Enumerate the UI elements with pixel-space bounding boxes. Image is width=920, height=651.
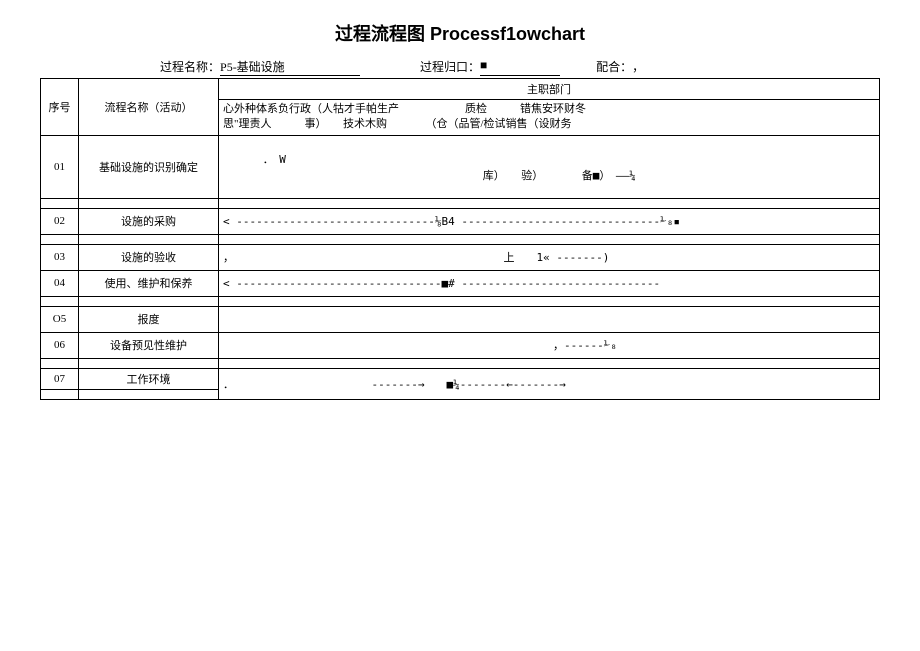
process-owner-label: 过程归口： [420, 58, 480, 76]
flow-cell: ， 上 1« -------) [219, 244, 880, 270]
flow-cell: < -------------------------------■# ----… [219, 270, 880, 296]
page-title: 过程流程图 Processf1owchart [40, 20, 880, 46]
dept-line-2: 思"理责人 事） 技术木购 （仓（品管/检试销售（设财务 [223, 117, 875, 132]
seq-cell: 03 [41, 244, 79, 270]
name-cell: 基础设施的识别确定 [79, 135, 219, 198]
name-cell: 使用、维护和保养 [79, 270, 219, 296]
header-row-1: 序号 流程名称（活动） 主职部门 [41, 79, 880, 100]
flow-cell [219, 306, 880, 332]
cooperate-value: ， [632, 58, 644, 76]
table-row: 06 设备预见性维护 ，------⅟₈ [41, 332, 880, 358]
meta-gap-1 [360, 58, 420, 76]
seq-cell: 02 [41, 208, 79, 234]
seq-cell: 06 [41, 332, 79, 358]
flow-cell: ． W 库） 验） 备■） ——¼ [219, 135, 880, 198]
meta-row: 过程名称： P5-基础设施 过程归口： ■ 配合： ， [160, 58, 880, 76]
seq-cell: 01 [41, 135, 79, 198]
flow-cell: < ------------------------------⅛B4 ----… [219, 208, 880, 234]
spacer-row [41, 296, 880, 306]
process-name-value: P5-基础设施 [220, 58, 360, 76]
process-table: 序号 流程名称（活动） 主职部门 心外种体系负行政（人牯才手帕生产 质检 错焦安… [40, 78, 880, 400]
table-row: O5 报度 [41, 306, 880, 332]
spacer-row [41, 198, 880, 208]
table-row: 07 工作环境 ． -------→ ■¼-------←-------→ [41, 368, 880, 389]
header-seq: 序号 [41, 79, 79, 136]
table-row: 02 设施的采购 < -----------------------------… [41, 208, 880, 234]
table-row: 01 基础设施的识别确定 ． W 库） 验） 备■） ——¼ [41, 135, 880, 198]
dept-line-1: 心外种体系负行政（人牯才手帕生产 质检 错焦安环财冬 [223, 102, 875, 117]
dept-line-3: 库） 验） 备■） ——¼ [263, 169, 636, 182]
header-activity: 流程名称（活动） [79, 79, 219, 136]
seq-cell: O5 [41, 306, 79, 332]
name-cell: 工作环境 [79, 368, 219, 389]
spacer-row [41, 234, 880, 244]
flow-cell: ，------⅟₈ [219, 332, 880, 358]
flow-cell: ． -------→ ■¼-------←-------→ [219, 368, 880, 399]
process-name-label: 过程名称： [160, 58, 220, 76]
name-cell: 报度 [79, 306, 219, 332]
meta-gap-2 [560, 58, 596, 76]
seq-cell: 04 [41, 270, 79, 296]
name-cell: 设施的验收 [79, 244, 219, 270]
spacer-row [41, 358, 880, 368]
name-cell: 设备预见性维护 [79, 332, 219, 358]
header-dept-sub: 心外种体系负行政（人牯才手帕生产 质检 错焦安环财冬 思"理责人 事） 技术木购… [219, 100, 880, 136]
cooperate-label: 配合： [596, 58, 632, 76]
table-row: 04 使用、维护和保养 < --------------------------… [41, 270, 880, 296]
name-cell: 设施的采购 [79, 208, 219, 234]
process-owner-value: ■ [480, 58, 560, 76]
table-row: 03 设施的验收 ， 上 1« -------) [41, 244, 880, 270]
header-dept-main: 主职部门 [219, 79, 880, 100]
flow-prefix: ． W [263, 153, 286, 166]
seq-cell: 07 [41, 368, 79, 389]
